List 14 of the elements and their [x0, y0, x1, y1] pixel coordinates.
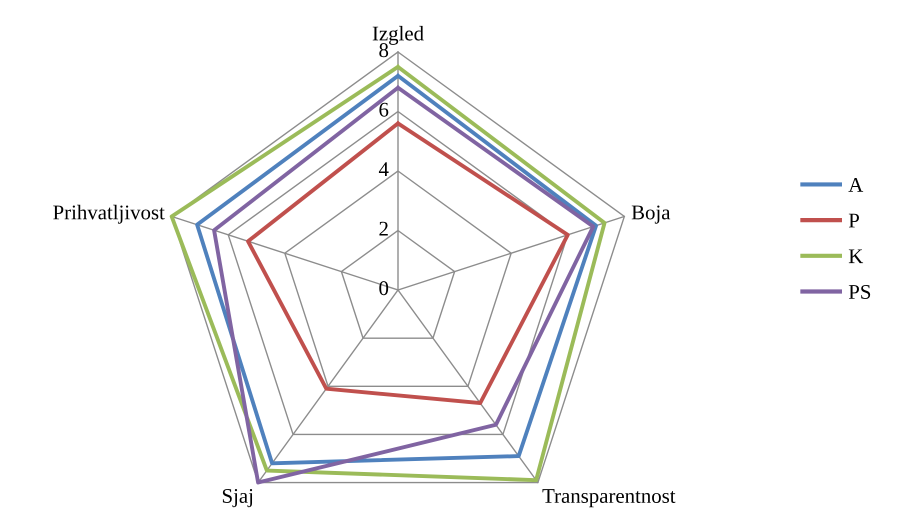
y-tick-label: 0 [379, 281, 388, 296]
legend-label: A [848, 178, 864, 192]
y-tick-label: 6 [379, 102, 388, 117]
spoke-label: Prihvatljivost [53, 204, 165, 224]
spoke-label: Boja [632, 205, 670, 224]
legend-label: PS [848, 284, 870, 299]
spoke-label: Sjaj [222, 488, 252, 508]
y-tick-label: 8 [379, 43, 388, 58]
spoke-label: Transparentnost [542, 489, 676, 508]
legend-label: K [848, 249, 864, 264]
y-tick-label: 2 [379, 222, 388, 236]
y-tick-label: 4 [378, 162, 389, 176]
legend-label: P [848, 214, 859, 228]
spoke-label: Izgled [372, 26, 424, 45]
